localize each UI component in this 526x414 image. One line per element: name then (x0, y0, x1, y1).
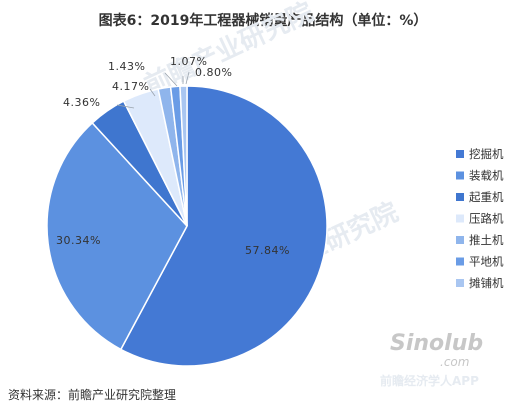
pie-data-labels: 57.84% 30.34% 4.36% 4.17% 1.43% 1.07%0.80% (56, 55, 290, 257)
pie-slice (179, 85, 188, 227)
watermark-app: 前瞻经济学人APP (380, 373, 479, 388)
watermark-site-domain: .com (440, 355, 469, 369)
watermark-brand: 前瞻产业研究院 (140, 0, 318, 101)
leader-line (185, 71, 190, 85)
pie-slices (46, 85, 328, 367)
legend-swatch (456, 279, 464, 287)
legend-swatch (456, 214, 464, 223)
chart-title: 图表6：2019年工程器械销量产品结构（单位：%） (98, 13, 428, 29)
legend-label: 摊铺机 (469, 276, 504, 290)
legend-label: 挖掘机 (469, 147, 504, 161)
data-label: 4.17% (112, 80, 149, 93)
legend-swatch (456, 193, 464, 201)
pie-slice (46, 121, 188, 351)
watermark-site-logo: Sinolub (390, 331, 483, 356)
data-label: 4.36% (63, 96, 100, 109)
pie-slice (119, 85, 328, 367)
legend-label: 平地机 (469, 255, 504, 269)
legend-swatch (456, 257, 464, 266)
legend-swatch (456, 171, 464, 180)
data-label: 30.34% (56, 234, 101, 247)
leader-line (116, 104, 135, 109)
data-label: 0.80% (195, 66, 232, 79)
legend-label: 压路机 (469, 212, 504, 226)
legend-label: 起重机 (469, 190, 504, 204)
source-note: 资料来源：前瞻产业研究院整理 (8, 388, 177, 402)
legend-label: 推土机 (469, 233, 504, 247)
legend-swatch (456, 150, 464, 158)
data-label: 1.43% (108, 60, 145, 73)
leader-line (149, 88, 156, 97)
data-label: 57.84% (245, 244, 290, 257)
legend-swatch (456, 236, 464, 244)
leader-line (164, 72, 178, 87)
data-label: 1.07% (170, 55, 207, 68)
legend-label: 装载机 (469, 169, 504, 183)
